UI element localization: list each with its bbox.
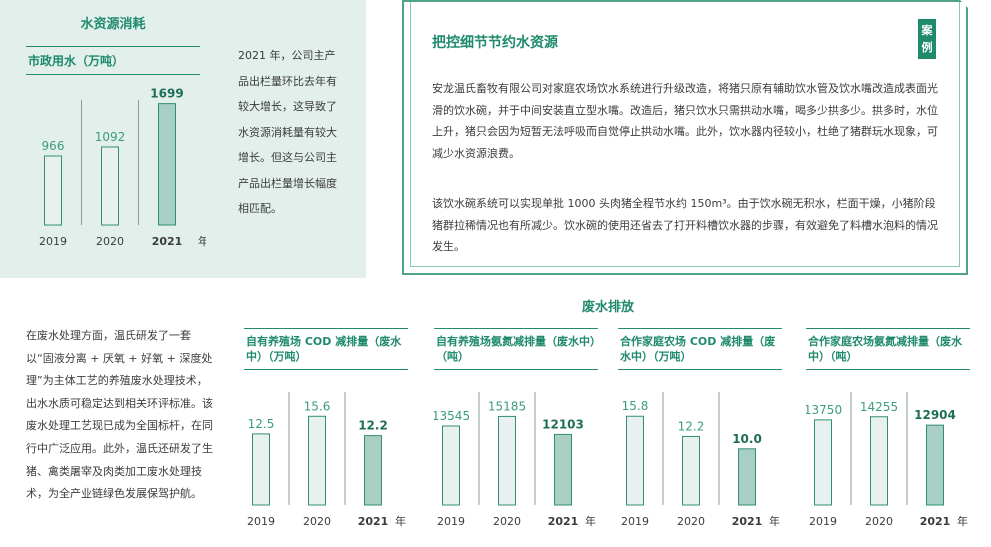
partner-farm-cod-chart-title: 合作家庭农场 COD 减排量（废水中）（万吨） <box>618 328 782 370</box>
municipal-water-bar-chart: 966 2019 1092 2020 1699 2021 年 <box>39 87 206 248</box>
case-study-paragraph-2: 该饮水碗系统可以实现单批 1000 头肉猪全程节水约 150m³。由于饮水碗无积… <box>432 197 938 253</box>
bar-value-label: 13545 <box>434 409 470 423</box>
x-tick-label: 2021 <box>548 515 579 528</box>
bar-2020 <box>101 146 119 226</box>
bar-2020 <box>682 435 700 506</box>
case-study-corner-cut <box>960 0 968 8</box>
bar-2019 <box>44 155 62 226</box>
bar-value-label: 12.5 <box>248 417 275 431</box>
x-tick-label: 2021 <box>732 515 763 528</box>
bar-value-label: 13750 <box>806 403 842 417</box>
partner-farm-cod-chart: 合作家庭农场 COD 减排量（废水中）（万吨） 15.8 2019 12.2 2020… <box>618 328 782 542</box>
bar-value-label: 14255 <box>860 400 898 414</box>
water-consumption-description: 2021 年，公司主产品出栏量环比去年有较大增长，这导致了水资源消耗量有较大增长… <box>238 49 337 215</box>
bar-2019 <box>252 433 270 506</box>
case-study-inner-border <box>410 2 960 267</box>
bar-2020 <box>498 415 516 506</box>
own-farm-ammonia-chart: 自有养殖场氨氮减排量（废水中）（吨） 13545 2019 15185 2020 121… <box>434 328 598 542</box>
year-unit-label: 年 <box>957 514 968 528</box>
bar-2019 <box>626 415 644 506</box>
year-unit-label: 年 <box>395 514 406 528</box>
bar-2020 <box>870 416 888 506</box>
municipal-water-chart-title: 市政用水（万吨） <box>26 46 200 75</box>
own-farm-cod-chart-title: 自有养殖场 COD 减排量（废水中）（万吨） <box>244 328 408 370</box>
bar-2021 <box>554 433 572 506</box>
bar-value-label: 966 <box>42 139 65 153</box>
x-tick-label: 2019 <box>247 515 275 528</box>
x-tick-label: 2019 <box>39 235 67 248</box>
own-farm-ammonia-chart-title: 自有养殖场氨氮减排量（废水中）（吨） <box>434 328 598 370</box>
bar-value-label: 12.2 <box>358 419 388 433</box>
x-tick-label: 2019 <box>437 515 465 528</box>
bar-2021 <box>364 435 382 506</box>
wastewater-section-title: 废水排放 <box>581 300 634 315</box>
x-tick-label: 2020 <box>677 515 705 528</box>
case-study-title: 把控细节节约水资源 <box>432 35 558 51</box>
bar-2020 <box>308 415 326 506</box>
bar-value-label: 12904 <box>914 408 956 422</box>
bar-value-label: 15.6 <box>304 399 331 413</box>
bar-2021 <box>926 424 944 506</box>
bar-value-label: 12.2 <box>678 419 705 433</box>
water-consumption-title: 水资源消耗 <box>80 17 146 32</box>
x-tick-label: 2021 <box>920 515 951 528</box>
case-badge: 案例 <box>918 19 936 59</box>
own-farm-cod-chart: 自有养殖场 COD 减排量（废水中）（万吨） 12.5 2019 15.6 2020 1… <box>244 328 408 542</box>
x-tick-label: 2020 <box>303 515 331 528</box>
x-tick-label: 2020 <box>865 515 893 528</box>
bar-value-label: 12103 <box>542 417 584 431</box>
bar-value-label: 1699 <box>150 87 183 101</box>
water-consumption-panel: 水资源消耗 市政用水（万吨） 966 2019 1092 2020 1699 2021 年 … <box>0 0 366 278</box>
year-unit-label: 年 <box>198 234 206 248</box>
own-farm-cod-bar-chart: 12.5 2019 15.6 2020 12.2 2021 年 <box>247 392 406 528</box>
partner-farm-ammonia-bar-chart: 13750 2019 14255 2020 12904 2021 年 <box>806 392 968 528</box>
partner-farm-cod-bar-chart: 15.8 2019 12.2 2020 10.0 2021 年 <box>621 392 780 528</box>
bar-value-label: 10.0 <box>732 432 762 446</box>
bar-2021 <box>158 103 176 226</box>
year-unit-label: 年 <box>585 514 596 528</box>
bar-2019 <box>814 419 832 506</box>
x-tick-label: 2021 <box>358 515 389 528</box>
own-farm-ammonia-bar-chart: 13545 2019 15185 2020 12103 2021 年 <box>434 392 596 528</box>
year-unit-label: 年 <box>769 514 780 528</box>
case-study-paragraph-1: 安龙温氏畜牧有限公司对家庭农场饮水系统进行升级改造，将猪只原有辅助饮水管及饮水嘴… <box>432 82 938 160</box>
bar-value-label: 15185 <box>488 399 526 413</box>
wastewater-description: 在废水处理方面，温氏研发了一套以“固液分离 + 厌氧 + 好氧 + 深度处理”为… <box>26 329 213 501</box>
partner-farm-ammonia-chart-title: 合作家庭农场氨氮减排量（废水中）（吨） <box>806 328 970 370</box>
x-tick-label: 2021 <box>152 235 183 248</box>
x-tick-label: 2019 <box>809 515 837 528</box>
x-tick-label: 2020 <box>493 515 521 528</box>
bar-value-label: 15.8 <box>622 399 649 413</box>
case-study-box: 把控细节节约水资源 案例 安龙温氏畜牧有限公司对家庭农场饮水系统进行升级改造，将… <box>402 0 968 275</box>
x-tick-label: 2019 <box>621 515 649 528</box>
bar-value-label: 1092 <box>95 130 126 144</box>
bar-2021 <box>738 448 756 506</box>
x-tick-label: 2020 <box>96 235 124 248</box>
bar-2019 <box>442 425 460 506</box>
partner-farm-ammonia-chart: 合作家庭农场氨氮减排量（废水中）（吨） 13750 2019 14255 2020 12… <box>806 328 970 542</box>
